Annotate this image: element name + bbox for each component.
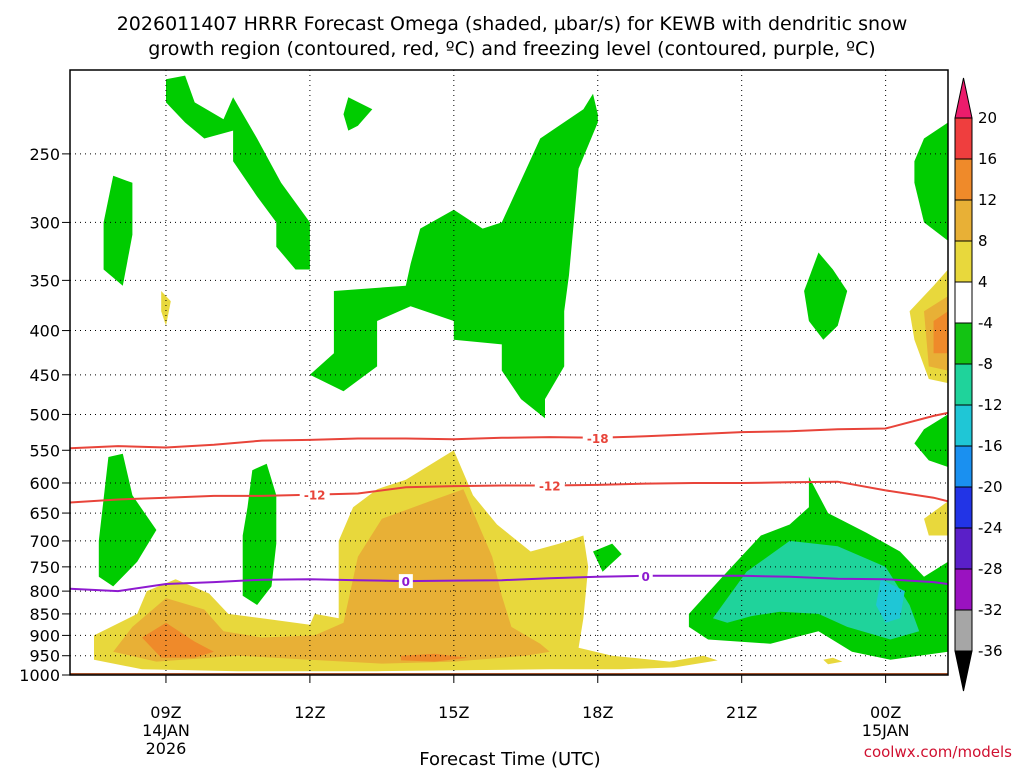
y-tick-label-650: 650 <box>29 504 60 523</box>
contour-label-4: 0 <box>642 570 650 584</box>
omega-region-13 <box>161 291 171 326</box>
omega-region-19 <box>142 622 214 658</box>
contour-label-bg-0 <box>582 430 613 445</box>
colorbar-box-0 <box>954 117 973 160</box>
omega-region-1 <box>166 75 310 270</box>
colorbar-box-9 <box>954 486 973 529</box>
colorbar-label-7: -12 <box>978 396 1003 414</box>
omega-region-5 <box>914 122 948 241</box>
plot-area: -18 -12 -12 0 0 <box>70 70 948 675</box>
x-tick-sublabel-00Z: 15JAN <box>862 721 910 740</box>
colorbar-top-triangle <box>954 77 973 119</box>
colorbar-box-1 <box>954 158 973 201</box>
omega-region-17 <box>823 657 843 665</box>
colorbar-box-3 <box>954 240 973 283</box>
colorbar-box-5 <box>954 322 973 365</box>
omega-region-6 <box>914 414 948 467</box>
gridlines <box>70 70 948 675</box>
y-tick-label-950: 950 <box>29 647 60 666</box>
plot-frame <box>69 69 949 676</box>
contour-label-3: 0 <box>402 575 410 589</box>
x-tick-sublabel-09Z: 14JAN <box>142 721 190 740</box>
contour-line-1 <box>70 480 948 504</box>
colorbar-label-9: -20 <box>978 478 1003 496</box>
y-tick-label-1000: 1000 <box>19 666 60 685</box>
x-tick-label-00Z: 00Z <box>870 703 901 722</box>
y-tick-label-300: 300 <box>29 213 60 232</box>
omega-region-0 <box>103 175 133 286</box>
colorbar-label-3: 8 <box>978 232 988 250</box>
x-tick-label-12Z: 12Z <box>294 703 325 722</box>
colorbar-label-5: -4 <box>978 314 993 332</box>
colorbar-label-0: 20 <box>978 109 997 127</box>
x-tick-label-18Z: 18Z <box>582 703 613 722</box>
omega-region-2 <box>343 97 373 131</box>
colorbar-label-4: 4 <box>978 273 988 291</box>
contour-label-2: -12 <box>539 479 561 493</box>
x-tick-label-15Z: 15Z <box>438 703 469 722</box>
x-axis-label: Forecast Time (UTC) <box>419 749 600 768</box>
contour-label-bg-3 <box>398 574 413 589</box>
colorbar-label-2: 12 <box>978 191 997 209</box>
colorbar-bottom-triangle <box>954 650 973 692</box>
contour-line-0 <box>70 411 948 450</box>
y-tick-label-850: 850 <box>29 605 60 624</box>
colorbar-box-12 <box>954 609 973 652</box>
omega-region-12 <box>876 579 905 623</box>
y-tick-label-550: 550 <box>29 441 60 460</box>
colorbar-box-4 <box>954 281 973 324</box>
contour-label-bg-4 <box>638 568 653 583</box>
y-tick-label-600: 600 <box>29 474 60 493</box>
colorbar: 20 16 12 8 4 -4 -8 -12 -16 -20 -24 -28 -32 -36 <box>954 77 1003 692</box>
omega-region-15 <box>924 501 948 536</box>
y-tick-label-800: 800 <box>29 582 60 601</box>
colorbar-label-10: -24 <box>978 519 1003 537</box>
x-tick-sublabel2-09Z: 2026 <box>146 739 187 758</box>
chart-title-line-2: growth region (contoured, red, ºC) and f… <box>148 38 875 60</box>
omega-region-4 <box>804 252 848 340</box>
omega-region-9 <box>593 543 622 572</box>
omega-region-8 <box>242 463 277 605</box>
colorbar-box-2 <box>954 199 973 242</box>
colorbar-box-6 <box>954 363 973 406</box>
y-tick-label-700: 700 <box>29 532 60 551</box>
omega-region-11 <box>712 540 920 640</box>
y-tick-label-750: 750 <box>29 558 60 577</box>
colorbar-label-1: 16 <box>978 150 997 168</box>
contour-label-bg-2 <box>534 478 565 493</box>
colorbar-label-11: -28 <box>978 560 1003 578</box>
contour-layer: -18 -12 -12 0 0 <box>70 411 948 593</box>
y-tick-label-350: 350 <box>29 271 60 290</box>
x-tick-label-09Z: 09Z <box>150 703 181 722</box>
ground-fill <box>70 673 948 675</box>
contour-line-3 <box>70 574 948 593</box>
chart-title-line-1: 2026011407 HRRR Forecast Omega (shaded, … <box>117 13 908 35</box>
colorbar-box-10 <box>954 527 973 570</box>
y-tick-label-500: 500 <box>29 405 60 424</box>
colorbar-label-8: -16 <box>978 437 1003 455</box>
omega-region-18 <box>113 489 550 664</box>
axes: 250 300 350 400 450 500 550 600 650 700 750 800 850 9… <box>19 69 949 758</box>
omega-region-7 <box>98 453 157 587</box>
colorbar-box-8 <box>954 445 973 488</box>
y-tick-label-450: 450 <box>29 366 60 385</box>
contour-label-0: -18 <box>587 432 609 446</box>
colorbar-label-6: -8 <box>978 355 993 373</box>
colorbar-box-7 <box>954 404 973 447</box>
contour-label-bg-1 <box>299 487 330 502</box>
y-tick-label-900: 900 <box>29 626 60 645</box>
x-tick-label-21Z: 21Z <box>726 703 757 722</box>
omega-region-22 <box>933 311 948 354</box>
omega-region-20 <box>401 653 469 662</box>
colorbar-box-11 <box>954 568 973 611</box>
y-tick-label-400: 400 <box>29 322 60 341</box>
credit-link[interactable]: coolwx.com/models <box>864 743 1012 761</box>
colorbar-label-12: -32 <box>978 601 1003 619</box>
contour-label-1: -12 <box>304 489 326 503</box>
y-tick-label-250: 250 <box>29 145 60 164</box>
colorbar-label-13: -36 <box>978 642 1003 660</box>
